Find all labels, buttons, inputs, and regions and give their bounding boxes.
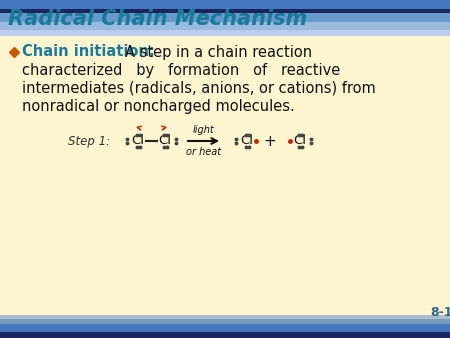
Bar bbox=[0, 332, 450, 338]
Bar bbox=[0, 315, 450, 319]
Bar bbox=[0, 22, 450, 30]
Text: A step in a chain reaction: A step in a chain reaction bbox=[125, 45, 312, 59]
Text: light: light bbox=[193, 125, 214, 135]
Text: Chain initiation:: Chain initiation: bbox=[22, 45, 155, 59]
Text: nonradical or noncharged molecules.: nonradical or noncharged molecules. bbox=[22, 98, 295, 114]
Text: Cl: Cl bbox=[240, 135, 253, 147]
Text: Cl: Cl bbox=[131, 135, 144, 147]
Text: +: + bbox=[264, 134, 276, 148]
Bar bbox=[0, 0, 450, 9]
Bar bbox=[0, 9, 450, 13]
Bar bbox=[0, 319, 450, 324]
Text: Cl: Cl bbox=[158, 135, 171, 147]
Text: characterized   by   formation   of   reactive: characterized by formation of reactive bbox=[22, 63, 340, 77]
FancyArrowPatch shape bbox=[137, 126, 141, 130]
Text: intermediates (radicals, anions, or cations) from: intermediates (radicals, anions, or cati… bbox=[22, 80, 376, 96]
Text: 8-1: 8-1 bbox=[430, 306, 450, 318]
Bar bbox=[0, 324, 450, 332]
FancyArrowPatch shape bbox=[162, 126, 166, 130]
Text: or heat: or heat bbox=[186, 147, 221, 157]
Bar bbox=[0, 9, 450, 22]
Text: Radical Chain Mechanism: Radical Chain Mechanism bbox=[8, 9, 307, 29]
Bar bbox=[0, 30, 450, 36]
Text: Step 1:: Step 1: bbox=[68, 135, 110, 147]
Text: Cl: Cl bbox=[293, 135, 306, 147]
